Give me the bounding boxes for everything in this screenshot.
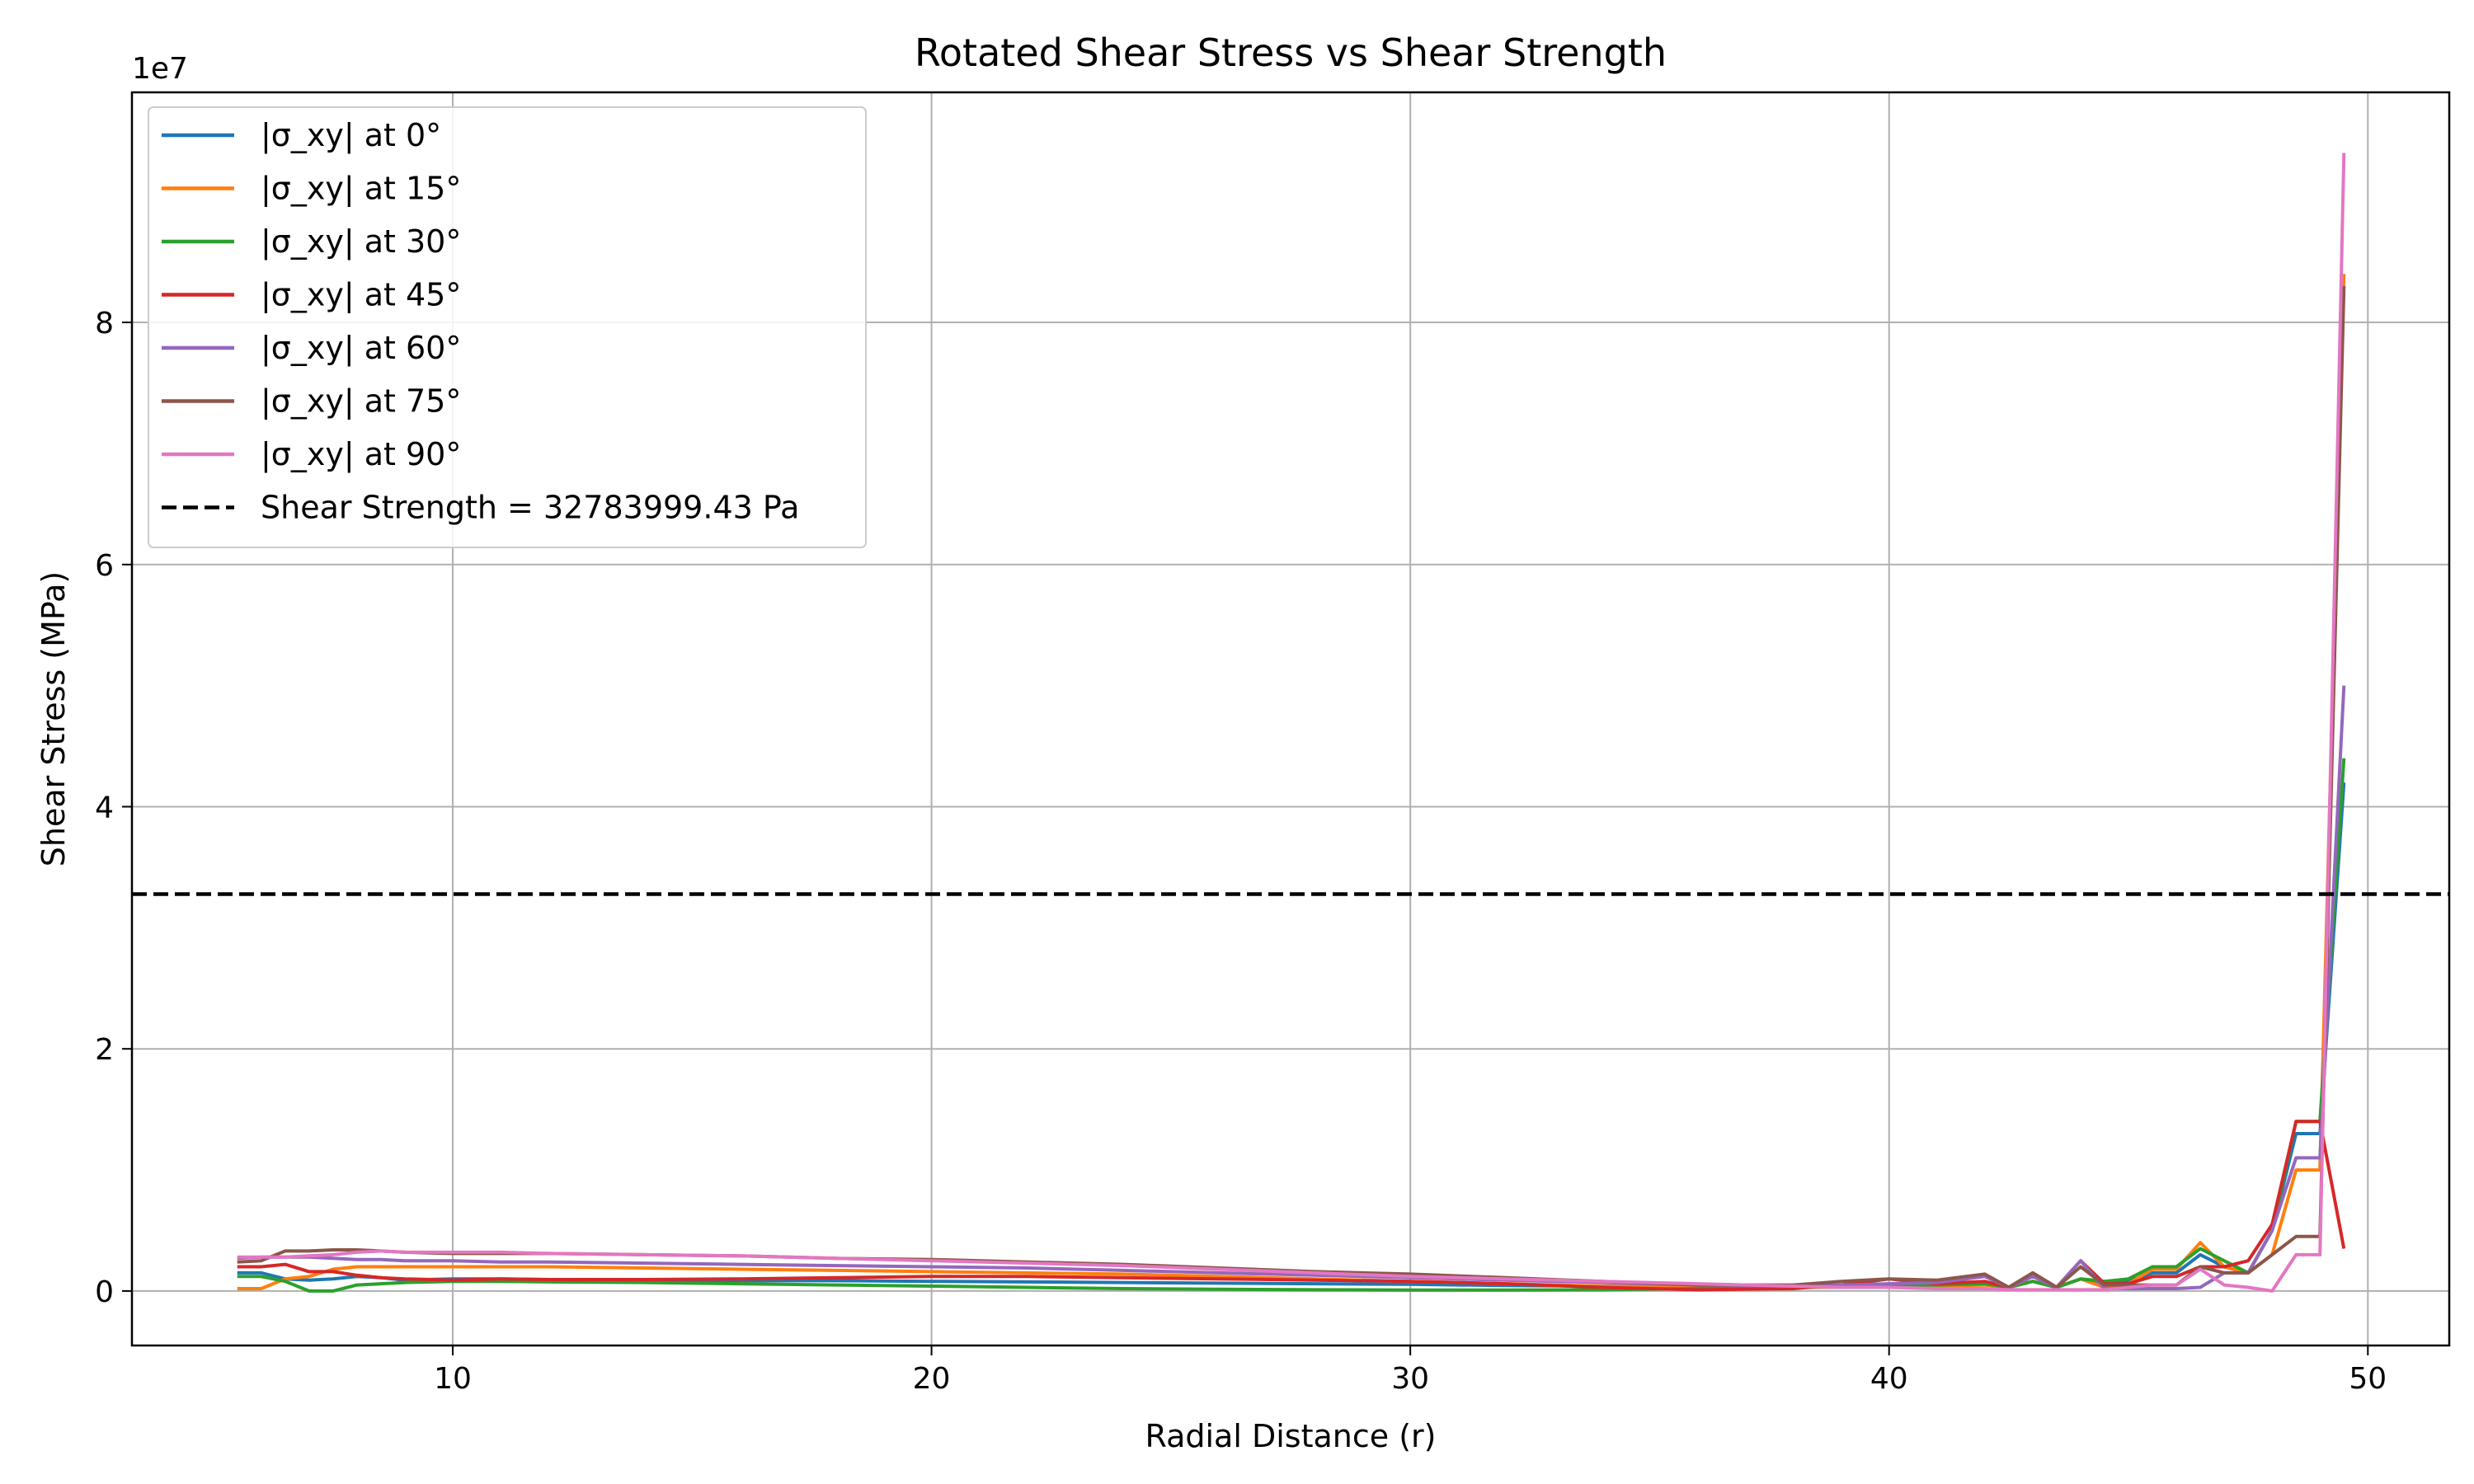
x-tick-label: 40 bbox=[1870, 1362, 1908, 1396]
x-tick-label: 30 bbox=[1391, 1362, 1429, 1396]
legend-label: Shear Strength = 32783999.43 Pa bbox=[261, 490, 799, 526]
legend-label: |σ_xy| at 75° bbox=[261, 383, 461, 420]
series-line bbox=[237, 1120, 2346, 1292]
legend-label: |σ_xy| at 30° bbox=[261, 223, 461, 261]
legend-box bbox=[148, 106, 867, 548]
legend-label: |σ_xy| at 15° bbox=[261, 171, 461, 208]
y-tick-label: 0 bbox=[95, 1275, 114, 1309]
y-tick-label: 8 bbox=[95, 307, 114, 340]
axes-frame bbox=[130, 91, 2451, 1347]
chart-title: Rotated Shear Stress vs Shear Strength bbox=[915, 31, 1667, 75]
legend-label: |σ_xy| at 0° bbox=[261, 117, 441, 154]
y-tick-label: 4 bbox=[95, 791, 114, 824]
x-tick-label: 50 bbox=[2349, 1362, 2387, 1396]
x-tick-label: 20 bbox=[913, 1362, 951, 1396]
axis-ticks: 10 20 30 40 50 0 2 4 6 8 bbox=[95, 307, 2387, 1396]
x-tick-label: 10 bbox=[434, 1362, 472, 1396]
series-line bbox=[237, 153, 2346, 1293]
y-tick-label: 6 bbox=[95, 549, 114, 583]
y-axis-offset-text: 1e7 bbox=[132, 52, 188, 86]
y-axis-label: Shear Stress (MPa) bbox=[35, 571, 72, 866]
legend: |σ_xy| at 0° |σ_xy| at 15° |σ_xy| at 30° |σ… bbox=[148, 106, 867, 548]
legend-label: |σ_xy| at 45° bbox=[261, 277, 461, 314]
x-axis-label: Radial Distance (r) bbox=[1145, 1418, 1437, 1454]
y-tick-label: 2 bbox=[95, 1033, 114, 1067]
plot-lines bbox=[132, 153, 2449, 1293]
series-line bbox=[237, 758, 2346, 1293]
legend-label: |σ_xy| at 90° bbox=[261, 436, 461, 473]
legend-label: |σ_xy| at 60° bbox=[261, 330, 461, 367]
